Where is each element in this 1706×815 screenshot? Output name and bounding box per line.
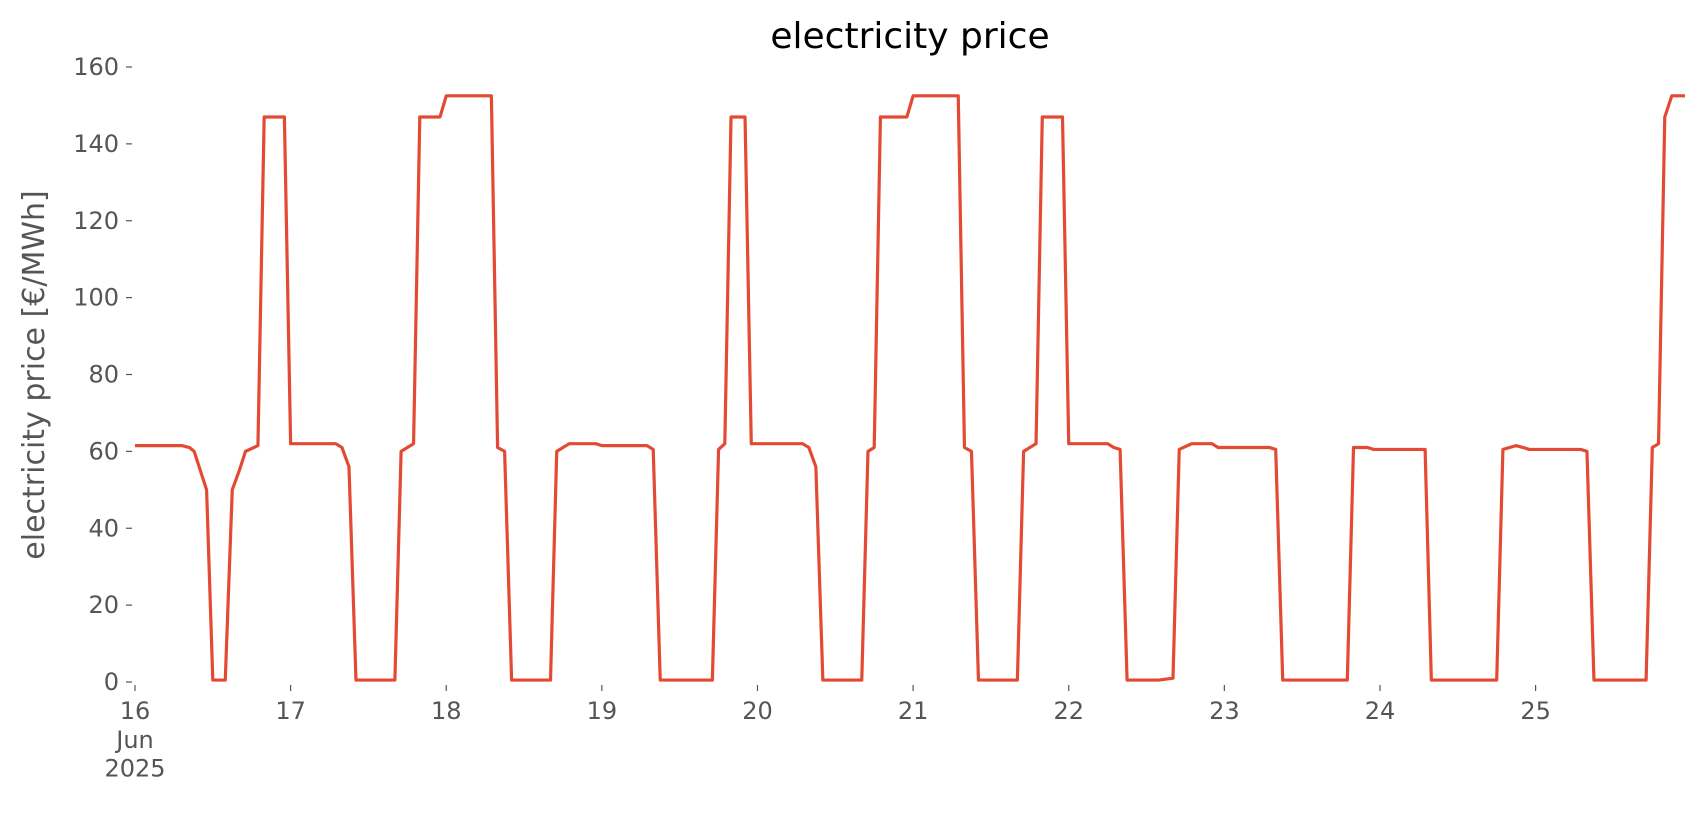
y-tick-label: 20 xyxy=(88,591,119,619)
y-tick-label: 140 xyxy=(73,130,119,158)
y-tick-label: 160 xyxy=(73,53,119,81)
x-tick-label: 23 xyxy=(1209,697,1240,725)
x-tick-label: 24 xyxy=(1365,697,1396,725)
y-tick-label: 40 xyxy=(88,514,119,542)
x-tick-label: 22 xyxy=(1053,697,1084,725)
x-tick-label: 21 xyxy=(898,697,929,725)
price-line xyxy=(135,94,1685,682)
x-tick-label: 17 xyxy=(275,697,306,725)
x-tick-label: 16 Jun 2025 xyxy=(104,697,165,783)
chart-title: electricity price xyxy=(770,16,1049,57)
y-tick-label: 120 xyxy=(73,207,119,235)
y-tick-label: 0 xyxy=(104,668,119,696)
y-tick-label: 80 xyxy=(88,361,119,389)
y-tick-label: 100 xyxy=(73,284,119,312)
x-tick-label: 18 xyxy=(431,697,462,725)
y-axis-label: electricity price [€/MWh] xyxy=(17,190,52,559)
x-tick-label: 25 xyxy=(1520,697,1551,725)
y-tick-label: 60 xyxy=(88,437,119,465)
x-tick-label: 20 xyxy=(742,697,773,725)
x-tick-label: 19 xyxy=(587,697,618,725)
